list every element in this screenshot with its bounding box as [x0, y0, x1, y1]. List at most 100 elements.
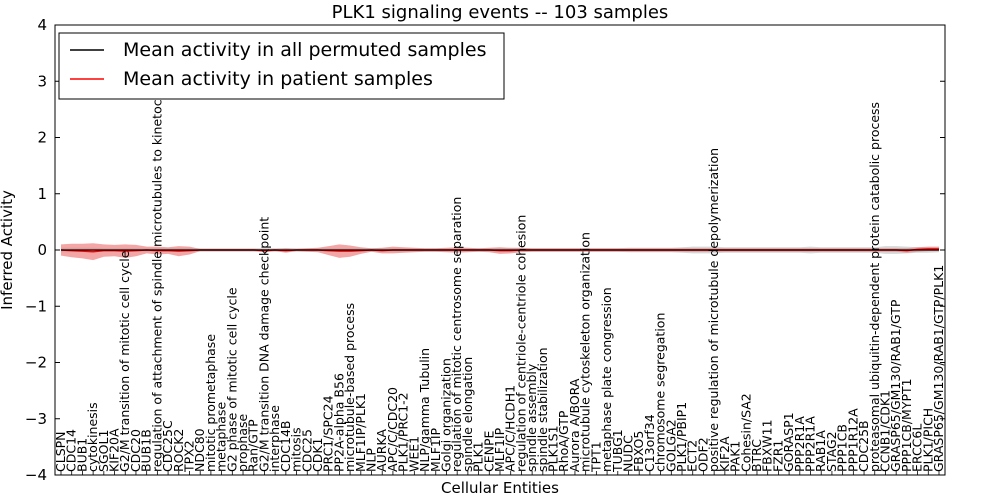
legend-label-permuted: Mean activity in all permuted samples [123, 39, 486, 61]
category-labels: CLSPNCDC14BUB1cytokinesisSGOL1KIF20AG2/M… [53, 71, 946, 473]
y-tick-label: 4 [37, 16, 47, 34]
category-label: PPP2R1A [792, 416, 807, 472]
category-label: spindle stabilization [535, 347, 550, 472]
category-label: metaphase plate congression [599, 287, 614, 472]
category-label: spindle elongation [460, 357, 475, 472]
category-label: PRC1/SPC24 [321, 395, 336, 472]
category-label: RhoA/GTP [556, 410, 571, 472]
category-label: CDC20 [128, 429, 143, 472]
category-label: FZR1 [770, 440, 785, 472]
y-tick-label: −3 [25, 410, 47, 428]
category-label: RAB1A [813, 430, 828, 472]
category-label: CDC25C [160, 420, 175, 472]
category-label: ECT2 [685, 440, 700, 472]
x-axis-label: Cellular Entities [441, 479, 559, 497]
category-label: ROCK2 [171, 429, 186, 472]
category-label: PPP1CB/MYPT1 [899, 378, 914, 472]
category-label: CDC25B [856, 420, 871, 472]
category-label: Aurora A/BORA [567, 378, 582, 472]
y-axis: 4 3 2 1 0 −1 −2 −3 −4 [25, 16, 945, 484]
y-tick-label: −1 [25, 297, 47, 315]
category-label: MLF1IP/PLK1 [353, 393, 368, 472]
category-label: positive regulation of microtubule depol… [706, 148, 721, 472]
category-label: PLK1/PICH [920, 408, 935, 472]
category-label: TPX2 [182, 440, 197, 473]
y-tick-label: 2 [37, 129, 47, 147]
category-label: NLP [364, 448, 379, 472]
category-label: WEE1 [406, 436, 421, 472]
category-label: cytokinesis [85, 402, 100, 472]
y-tick-label: −2 [25, 354, 47, 372]
category-label: ODF2 [695, 437, 710, 472]
legend-label-patient: Mean activity in patient samples [123, 68, 433, 90]
series-lines [60, 248, 939, 253]
category-label: TPT1 [588, 441, 603, 473]
chart-title: PLK1 signaling events -- 103 samples [332, 2, 669, 23]
y-tick-label: 3 [37, 72, 47, 90]
category-label: CCNB1/CDK1 [878, 390, 893, 472]
category-label: GOLGA2 [663, 419, 678, 472]
category-label: PPP2R1A [803, 416, 818, 472]
category-label: CDK1 [310, 438, 325, 473]
category-label: spindle assembly [524, 363, 539, 472]
category-label: microtubule cytoskeleton organization [578, 232, 593, 472]
category-label: microtubule-based process [342, 303, 357, 472]
category-label: PLK1 [471, 441, 486, 472]
category-label: Golgi organization [439, 358, 454, 472]
y-tick-label: 0 [37, 241, 47, 259]
category-label: chromosome segregation [653, 313, 668, 472]
category-label: BUB1 [74, 438, 89, 472]
category-label: proteasomal ubiquitin-dependent protein … [867, 102, 882, 472]
category-label: CDC14B [278, 420, 293, 472]
category-label: NDC80 [192, 428, 207, 472]
category-label: regulation of attachment of spindle micr… [149, 71, 164, 472]
category-label: interphase [267, 405, 282, 472]
category-label: CDC14 [64, 429, 79, 472]
category-label: C13orf34 [642, 414, 657, 472]
category-label: FBXW11 [760, 419, 775, 472]
y-axis-label: Inferred Activity [0, 190, 16, 310]
category-label: GRASP65/GM130/RAB1/GTP/PLK1 [931, 265, 946, 472]
category-label: PP2A-alpha B56 [331, 373, 346, 472]
band-patient [61, 243, 939, 261]
category-label: PPP1CB [835, 424, 850, 472]
legend: Mean activity in all permuted samples Me… [58, 32, 505, 100]
plot-frame [54, 24, 946, 476]
category-label: NLP/gamma Tubulin [417, 348, 432, 472]
category-label: G2 phase of mitotic cell cycle [224, 287, 239, 472]
category-label: CLSPN [53, 431, 68, 472]
category-label: prophase [235, 413, 250, 471]
category-label: AURKA [374, 429, 389, 472]
category-label: TUBG1 [610, 429, 625, 473]
category-label: PLK1/PRC1-2 [396, 392, 411, 472]
y-tick-label: −4 [25, 466, 47, 484]
category-label: CENPE [481, 430, 496, 472]
category-label: MLF1IP [492, 427, 507, 472]
legend-box [58, 32, 505, 100]
category-label: regulation of centriole-centriole cohesi… [513, 215, 528, 472]
category-label: PLK1/PBIP1 [674, 402, 689, 472]
category-label: BTRC [749, 439, 764, 472]
category-label: STAG2 [824, 431, 839, 472]
category-label: FBXO5 [631, 431, 646, 472]
category-label: G2/M transition of mitotic cell cycle [117, 250, 132, 472]
category-label: PPP1R12A [845, 408, 860, 472]
category-label: PLK1S1 [546, 425, 561, 472]
category-label: KIF20A [107, 428, 122, 472]
category-label: G2/M transition DNA damage checkpoint [256, 217, 271, 472]
category-label: mitosis [289, 427, 304, 472]
category-label: PAK1 [728, 441, 743, 472]
category-label: Ran/GTP [246, 419, 261, 472]
y-tick-label: 1 [37, 185, 47, 203]
category-label: metaphase [214, 402, 229, 472]
category-label: BUB1B [139, 429, 154, 472]
category-label: KIF2A [717, 436, 732, 472]
category-label: NUDC [621, 435, 636, 472]
category-label: regulation of mitotic centrosome separat… [449, 197, 464, 472]
category-label: Cohesin/SA2 [738, 393, 753, 472]
category-label: GRASP65/GM130/RAB1/GTP [888, 299, 903, 472]
category-label: ERCC6L [910, 424, 925, 472]
category-label: SGOL1 [96, 430, 111, 472]
category-label: APC/C/CDC20 [385, 387, 400, 472]
